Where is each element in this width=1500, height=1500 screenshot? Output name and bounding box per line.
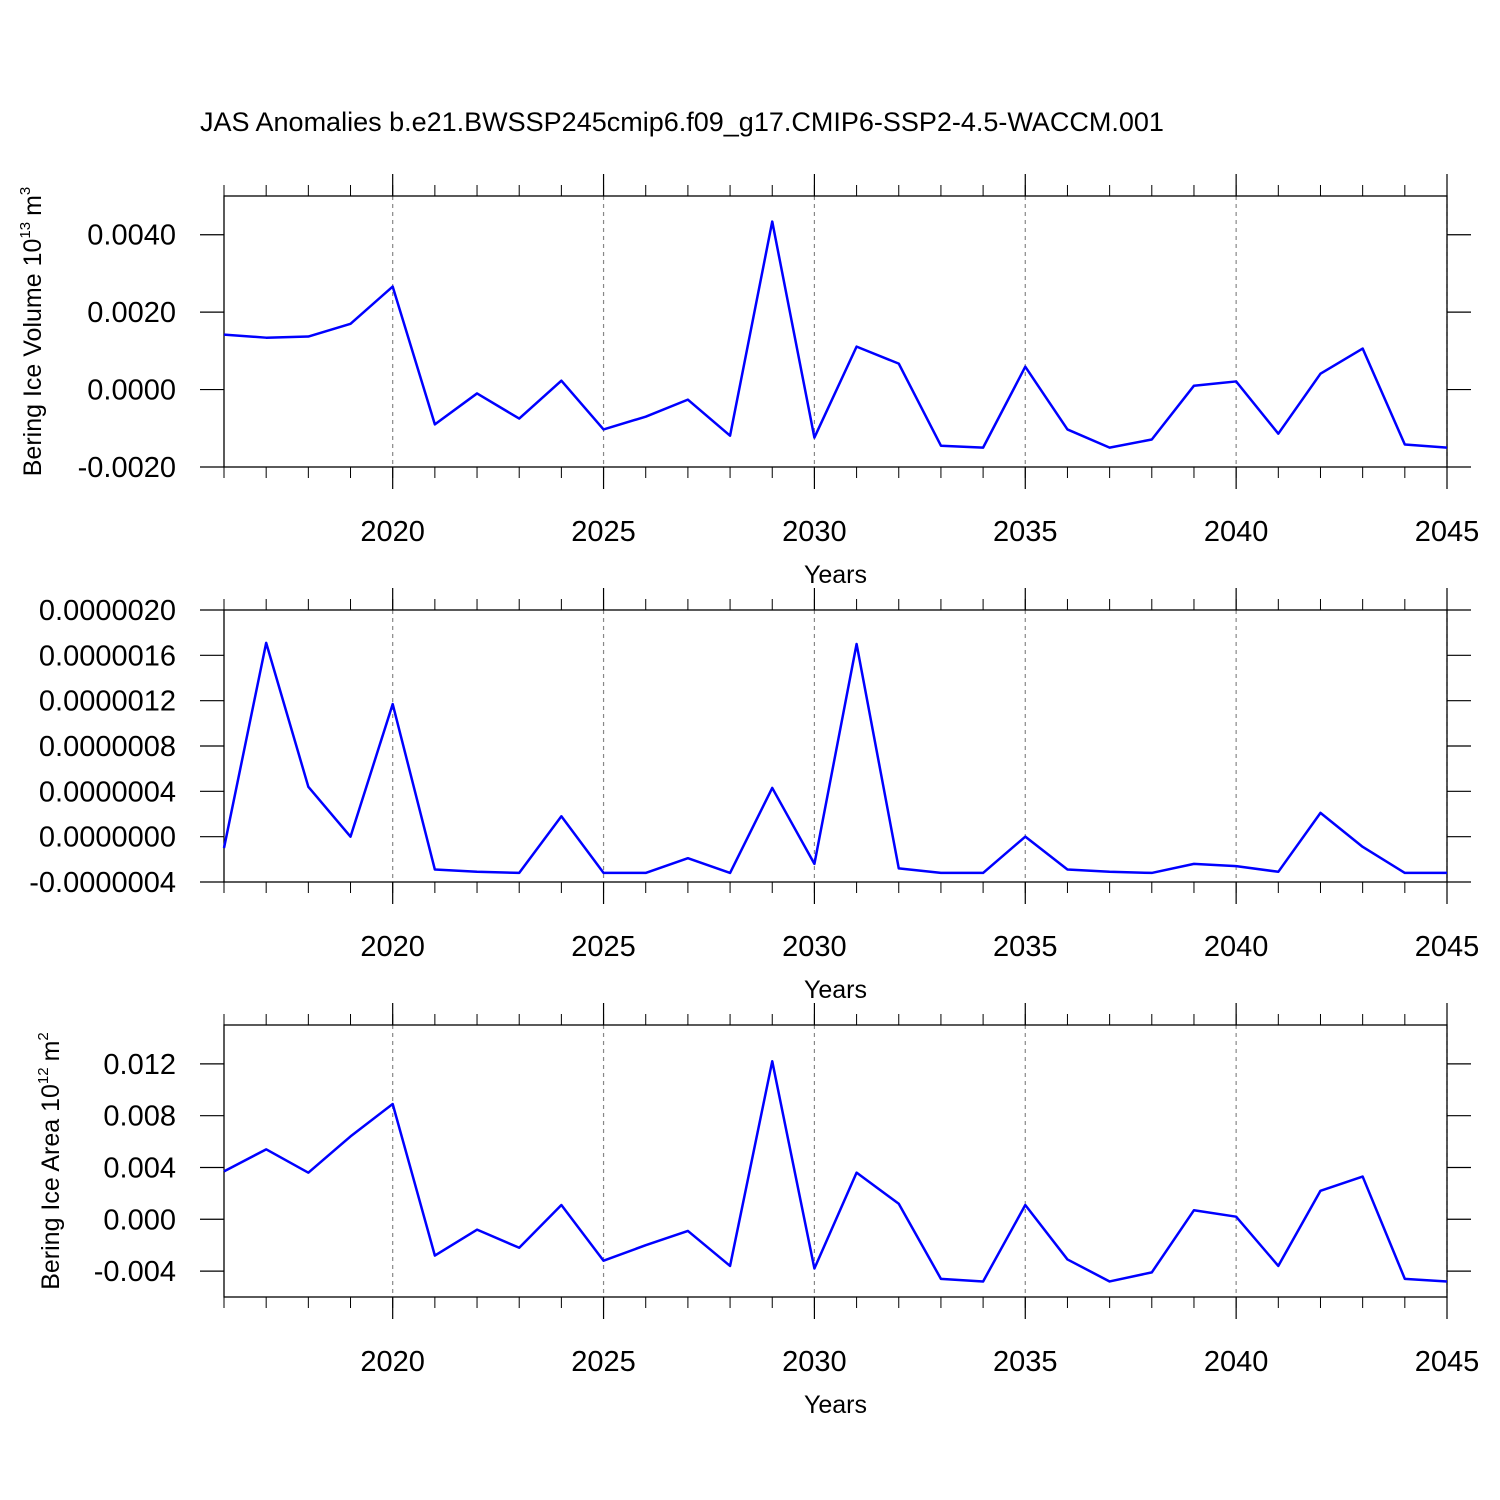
y-tick-label: 0.0000012 [39,686,176,718]
plot-frame [223,1024,1448,1298]
y-axis-label-unit-exponent: 3 [17,187,34,195]
x-axis-label: Years [804,1391,867,1419]
y-axis-label: Bering Ice Area 1012 m2 [35,1032,65,1290]
x-tick-label: 2030 [782,1346,847,1378]
y-tick-label: 0.012 [103,1049,176,1081]
x-tick-label: 2020 [360,1346,425,1378]
x-tick-label: 2020 [360,516,425,548]
y-axis-label-unit: m [19,195,47,216]
data-line [223,1060,1448,1283]
y-tick-label: 0.0000000 [39,822,176,854]
x-tick-label: 2030 [782,516,847,548]
y-tick-label: 0.0000004 [39,776,176,808]
y-axis-label-text: Bering Ice Area 10 [37,1084,65,1290]
y-axis-label-unit-exponent: 2 [35,1032,52,1040]
y-tick-label: 0.008 [103,1101,176,1133]
x-tick-label: 2025 [571,931,636,963]
y-tick-label: 0.0000008 [39,731,176,763]
x-tick-label: 2045 [1415,931,1480,963]
y-tick-label: 0.0000 [87,375,176,407]
y-tick-label: 0.0020 [87,297,176,329]
y-axis-label-exponent: 12 [35,1067,52,1084]
plot-frame [223,609,1448,883]
y-tick-label: 0.0000020 [39,595,176,627]
y-axis-label: Bering Ice Volume 1013 m3 [17,187,47,477]
y-axis-label-text: Bering Ice Volume 10 [19,239,47,477]
y-tick-label: 0.0040 [87,220,176,252]
x-tick-label: 2020 [360,931,425,963]
y-tick-label: -0.0000004 [29,867,176,899]
x-tick-label: 2035 [993,516,1058,548]
x-tick-label: 2025 [571,1346,636,1378]
y-tick-label: 0.0000016 [39,640,176,672]
y-tick-label: -0.0020 [78,452,176,484]
x-tick-label: 2030 [782,931,847,963]
x-tick-label: 2035 [993,1346,1058,1378]
data-line [222,641,1447,875]
x-axis-label: Years [804,561,867,589]
x-tick-label: 2040 [1204,1346,1269,1378]
x-tick-label: 2040 [1204,516,1269,548]
y-axis-label-exponent: 13 [17,222,34,239]
x-tick-label: 2040 [1204,931,1269,963]
x-tick-label: 2045 [1415,1346,1480,1378]
plot-frame [223,195,1448,468]
y-tick-label: -0.004 [94,1256,176,1288]
x-axis-label: Years [804,976,867,1004]
x-tick-label: 2035 [993,931,1058,963]
x-tick-label: 2045 [1415,516,1480,548]
y-tick-label: 0.000 [103,1204,176,1236]
x-tick-label: 2025 [571,516,636,548]
y-tick-label: 0.004 [103,1152,176,1184]
figure-title: JAS Anomalies b.e21.BWSSP245cmip6.f09_g1… [200,107,1164,137]
data-line [223,220,1448,449]
y-axis-label-unit: m [37,1041,65,1062]
